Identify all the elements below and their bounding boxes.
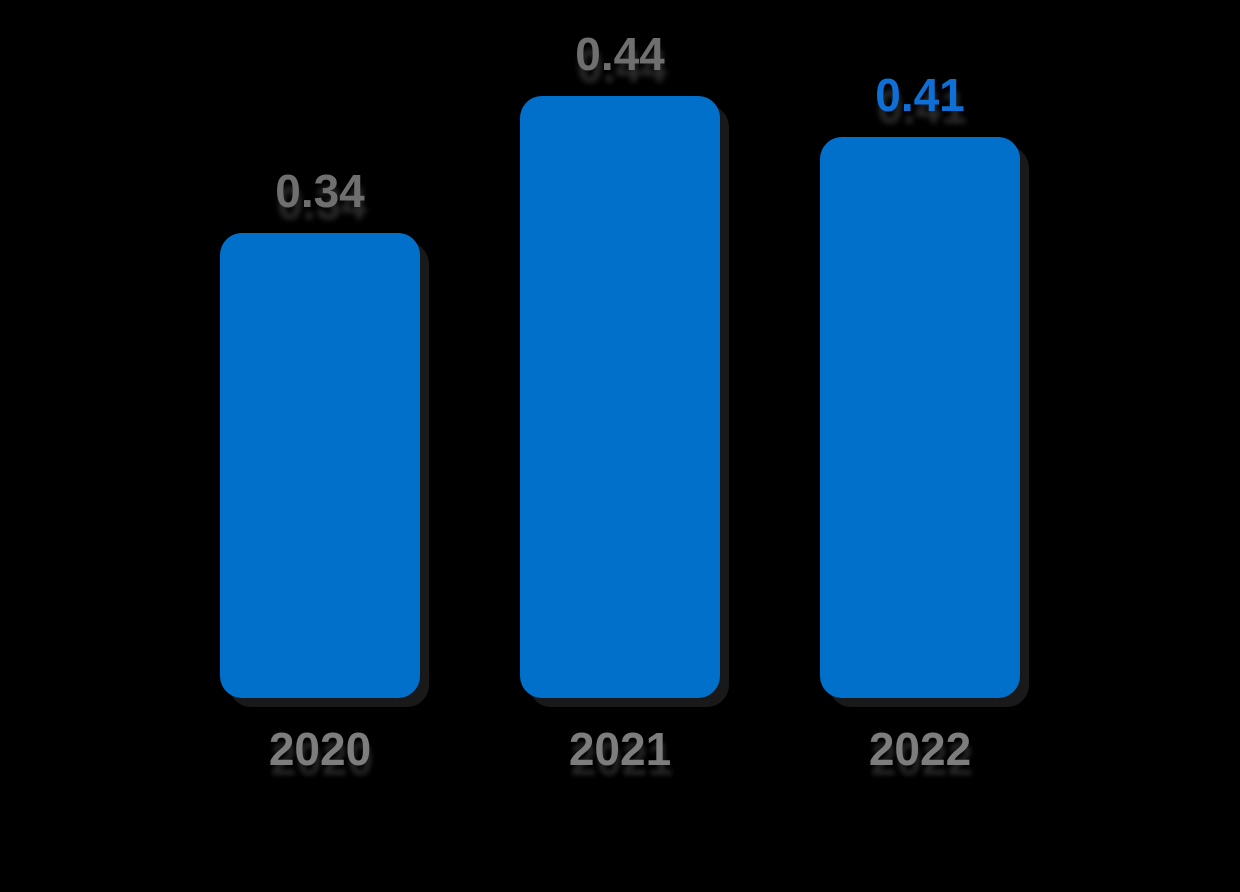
value-label-2021: 0.44 (575, 28, 665, 81)
bar-2022[interactable] (820, 137, 1020, 698)
x-tick-label-2020: 2020 (268, 723, 372, 775)
x-axis: 2020 2021 2022 (0, 698, 1240, 775)
bar-2020[interactable] (220, 233, 420, 698)
bar-group-2021: 0.44 (520, 29, 720, 698)
x-tick-label-2021: 2021 (568, 723, 672, 775)
plot-area: 0.34 0.44 0.41 (220, 29, 1020, 698)
value-label-2020: 0.34 (275, 165, 365, 218)
bar-group-2022: 0.41 (820, 70, 1020, 698)
bar-2021[interactable] (520, 96, 720, 698)
bar-group-2020: 0.34 (220, 166, 420, 698)
value-label-2022: 0.41 (875, 69, 965, 122)
x-tick-label-2022: 2022 (868, 723, 972, 775)
